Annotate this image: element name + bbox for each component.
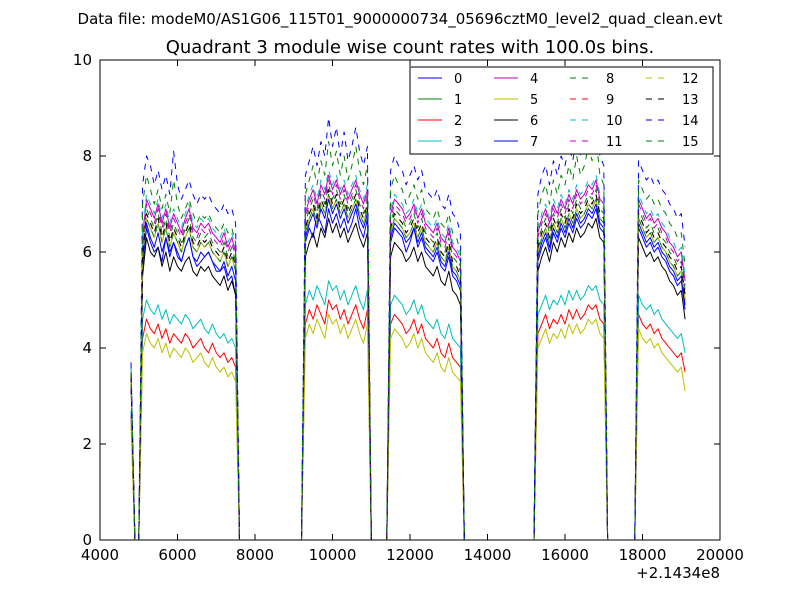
series-line-4 [130, 174, 686, 540]
y-tick-label: 10 [73, 51, 92, 69]
series-line-11 [130, 179, 686, 540]
x-tick-label: 14000 [464, 546, 512, 564]
x-tick-label: 6000 [158, 546, 196, 564]
series-line-7 [130, 198, 686, 540]
y-tick-label: 6 [82, 243, 92, 261]
legend-label-15: 15 [682, 135, 699, 150]
legend-label-0: 0 [454, 72, 462, 87]
legend-label-1: 1 [454, 93, 462, 108]
legend-label-9: 9 [606, 93, 614, 108]
x-tick-label: 10000 [309, 546, 357, 564]
legend-label-4: 4 [530, 72, 538, 87]
legend-label-12: 12 [682, 72, 699, 87]
legend-label-14: 14 [682, 114, 699, 129]
x-offset-label: +2.1434e8 [636, 564, 720, 582]
legend-label-11: 11 [606, 135, 623, 150]
legend-label-5: 5 [530, 93, 538, 108]
y-tick-label: 0 [82, 531, 92, 549]
x-tick-label: 20000 [696, 546, 744, 564]
suptitle: Data file: modeM0/AS1G06_115T01_90000007… [78, 10, 723, 29]
x-tick-label: 18000 [619, 546, 667, 564]
legend-label-6: 6 [530, 114, 538, 129]
x-tick-label: 4000 [81, 546, 119, 564]
legend-label-2: 2 [454, 114, 462, 129]
x-tick-label: 12000 [386, 546, 434, 564]
legend-box [409, 66, 714, 155]
series-line-5 [130, 313, 686, 540]
series-line-6 [130, 217, 686, 540]
legend-label-7: 7 [530, 135, 538, 150]
y-tick-label: 2 [82, 435, 92, 453]
series-line-0 [130, 208, 686, 540]
series-line-3 [130, 280, 686, 540]
series-line-2 [130, 299, 686, 540]
x-tick-label: 16000 [541, 546, 589, 564]
legend-label-8: 8 [606, 72, 614, 87]
series-line-12 [130, 193, 686, 540]
tick-layer: 4000 6000 8000 10000 12000 14000 16000 18000 200… [73, 51, 744, 564]
x-tick-label: 8000 [236, 546, 274, 564]
y-tick-label: 4 [82, 339, 92, 357]
legend-label-3: 3 [454, 135, 462, 150]
legend-label-13: 13 [682, 93, 699, 108]
legend-label-10: 10 [606, 114, 623, 129]
series-line-10 [130, 169, 686, 540]
y-tick-label: 8 [82, 147, 92, 165]
series-line-8 [130, 184, 686, 540]
chart-title: Quadrant 3 module wise count rates with … [166, 37, 655, 58]
